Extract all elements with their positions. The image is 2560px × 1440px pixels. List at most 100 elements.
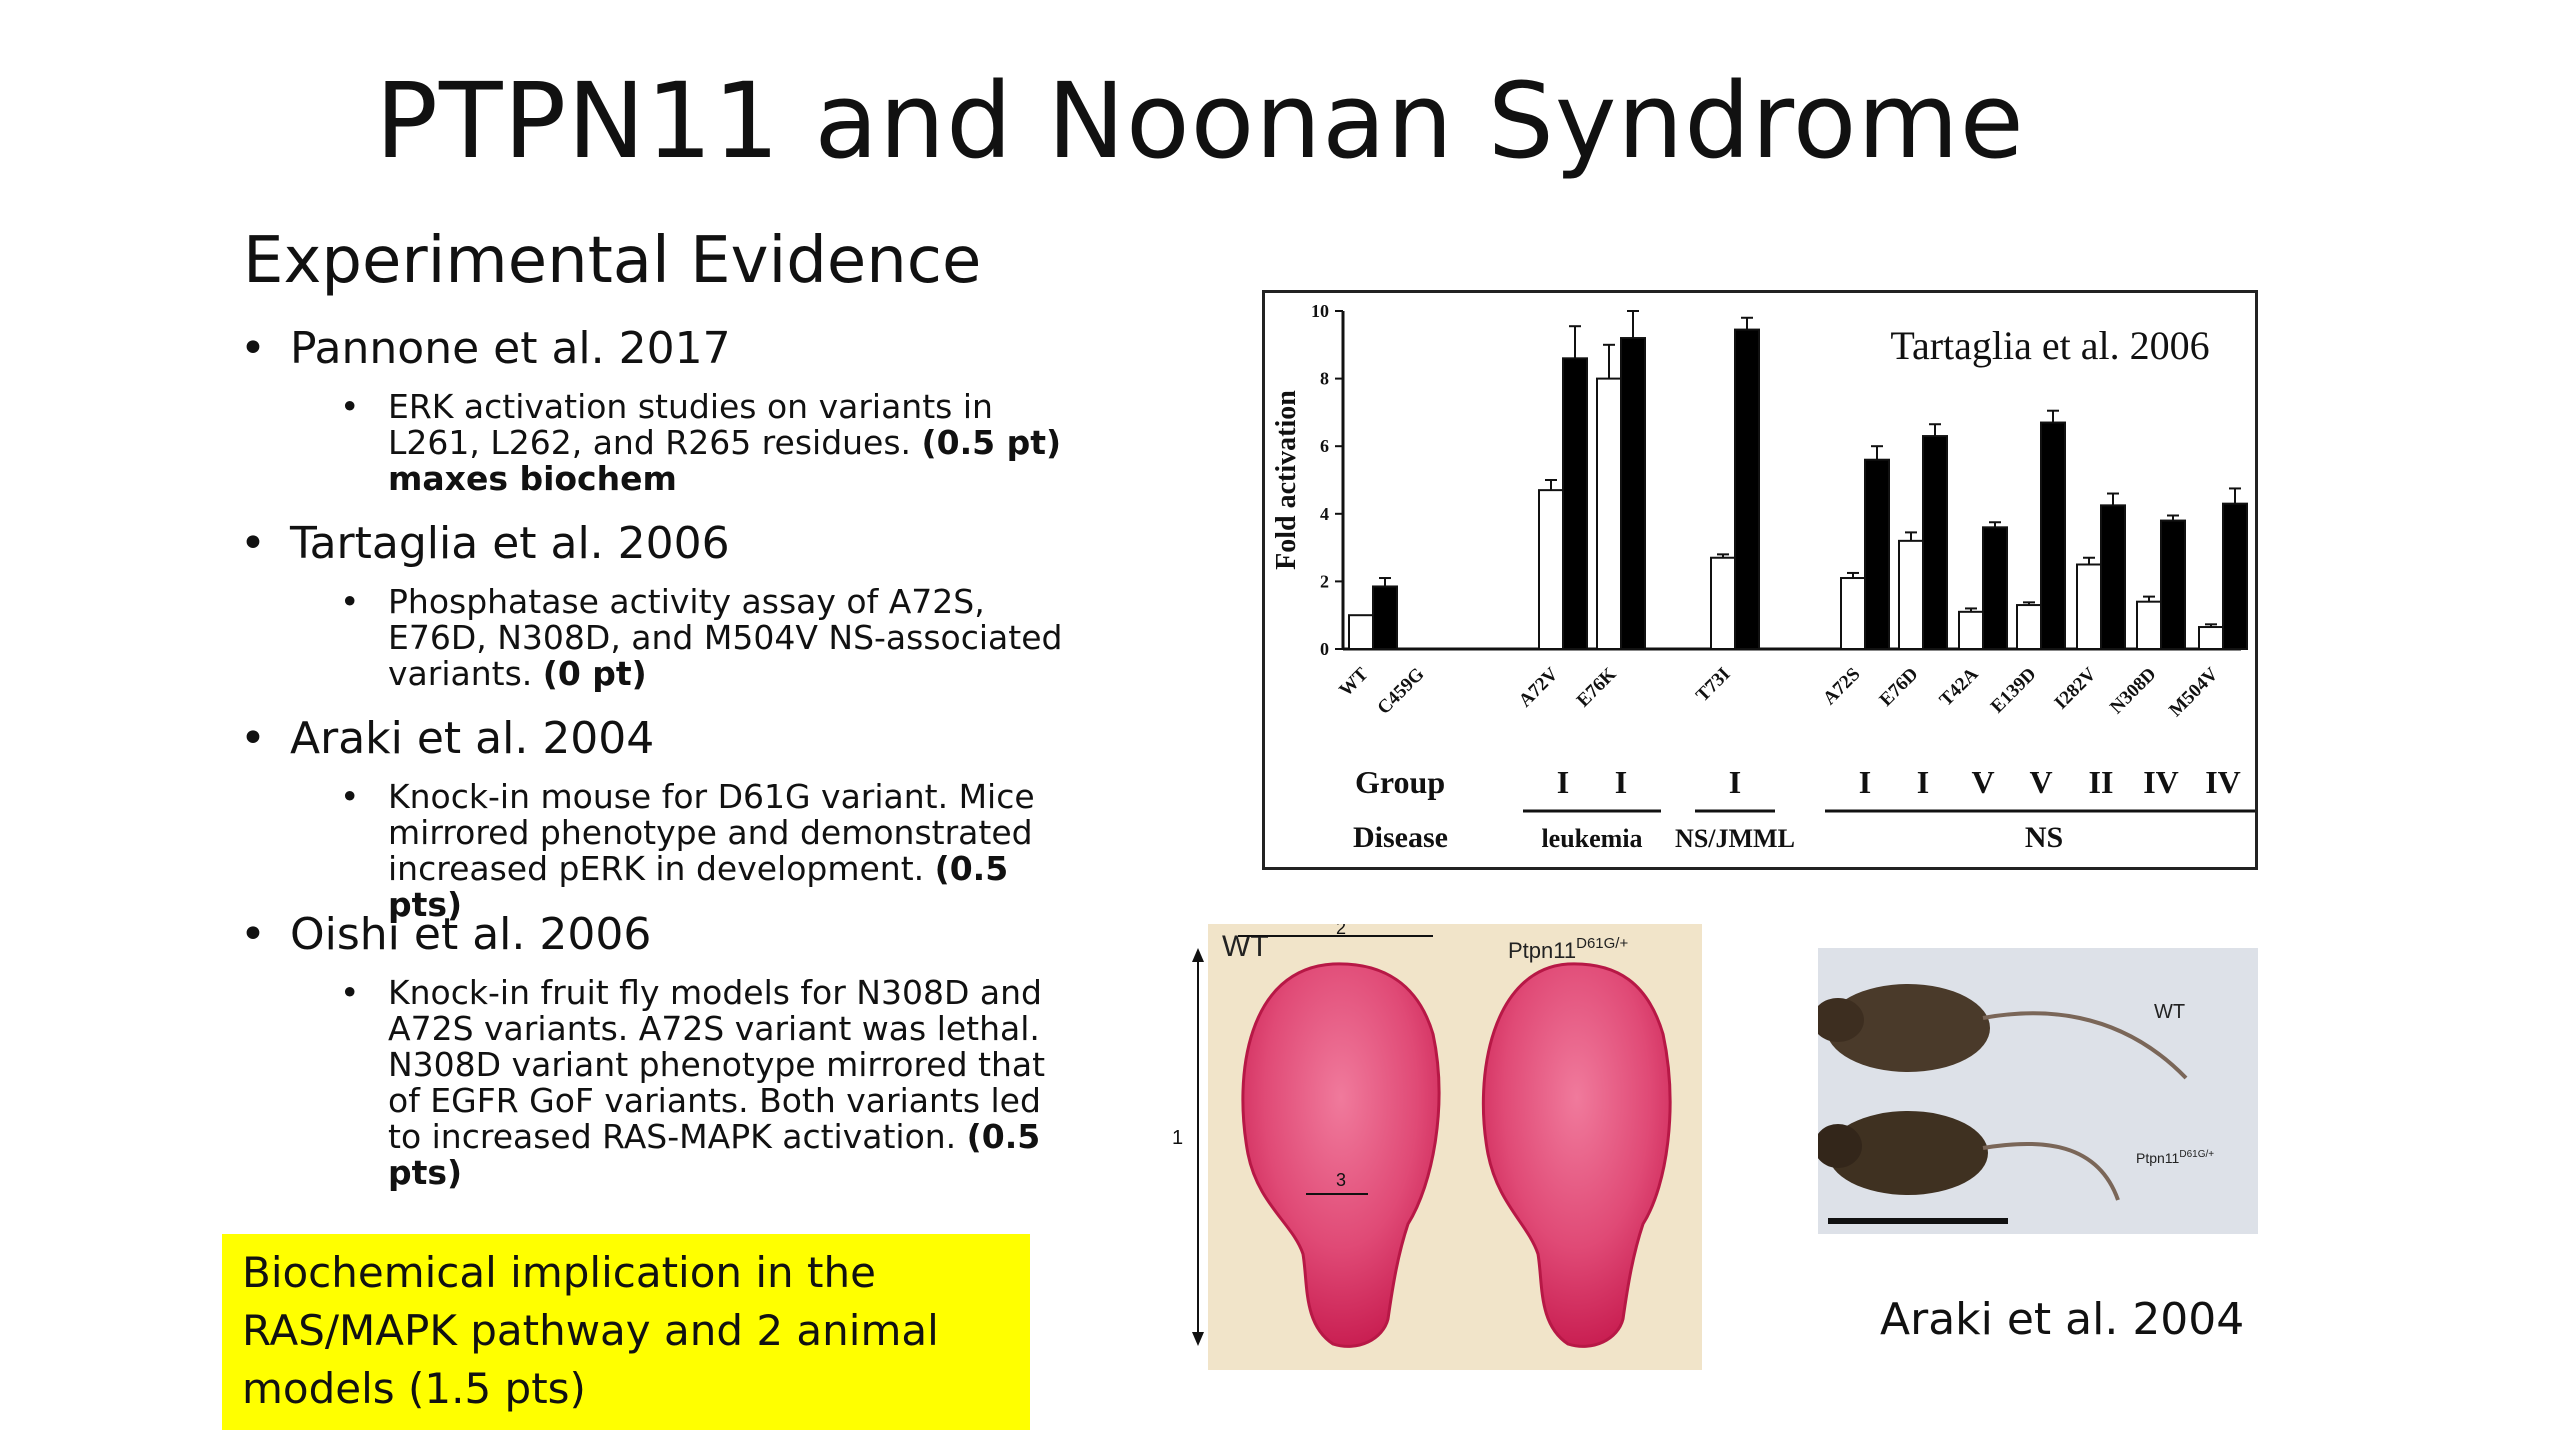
skull-photo-figure: WT Ptpn11D61G/+ 2 3 [1208, 918, 1702, 1370]
bar [1922, 435, 1948, 650]
disease-row-label: Disease [1353, 821, 1448, 854]
y-tick-label: 6 [1320, 436, 1329, 456]
bar [1348, 614, 1374, 651]
group-label: II [2089, 764, 2114, 800]
bullet-icon: • [240, 909, 266, 960]
bar [1372, 585, 1398, 650]
category-label: N308D [2106, 664, 2160, 718]
summary-callout: Biochemical implication in the RAS/MAPK … [222, 1234, 1030, 1430]
skull-dimension-2-label: 2 [1336, 924, 1346, 938]
category-label: E76K [1573, 664, 1621, 712]
mouse-wt-label: WT [2154, 1001, 2185, 1023]
bar [2076, 563, 2102, 650]
mutant-skull-shape [1481, 962, 1672, 1348]
skull-wt-label: WT [1222, 930, 1269, 963]
slide-title: PTPN11 and Noonan Syndrome [375, 60, 2025, 182]
bar [1898, 539, 1924, 650]
score-text: (0.5 pts) [388, 849, 1009, 924]
bar [2016, 604, 2042, 650]
score-text: (0.5 pts) [388, 1117, 1041, 1192]
mutant-mouse-body [1828, 1111, 1988, 1195]
group-label: I [1859, 764, 1871, 800]
bar [2222, 502, 2248, 650]
group-label: I [1729, 764, 1741, 800]
bar [1620, 337, 1646, 650]
bullet-icon: • [240, 323, 266, 374]
bar [2198, 626, 2224, 650]
detail-text: Knock-in mouse for D61G variant. Mice mi… [388, 777, 1035, 888]
group-label: I [1615, 764, 1627, 800]
y-tick-label: 10 [1311, 301, 1329, 321]
group-label: I [1557, 764, 1569, 800]
category-label: A72V [1515, 663, 1563, 711]
bullet-icon: • [340, 582, 360, 621]
section-heading: Experimental Evidence [243, 224, 982, 298]
group-label: V [1971, 764, 1994, 800]
detail-text: ERK activation studies on variants in L2… [388, 387, 993, 462]
skull-photo: WT Ptpn11D61G/+ 2 3 [1208, 918, 1702, 1370]
category-label: WT [1335, 663, 1372, 700]
group-label: IV [2205, 764, 2241, 800]
category-label: C459G [1373, 664, 1428, 719]
detail-text: Knock-in fruit fly models for N308D and … [388, 973, 1046, 1156]
category-label: M504V [2165, 663, 2223, 721]
fold-activation-chart: 0 2 4 6 8 10 Fold activation WT C459G A72V I E76K I… [1262, 290, 2263, 870]
bar [1982, 526, 2008, 651]
skull-dimension-3-label: 3 [1336, 1170, 1346, 1190]
mouse-mutant-label: Ptpn11D61G/+ [2136, 1149, 2214, 1166]
bullet-icon: • [240, 713, 266, 764]
score-text: (0.5 pt) maxes biochem [388, 423, 1062, 498]
group-label: I [1917, 764, 1929, 800]
detail-text: Phosphatase activity assay of A72S, E76D… [388, 582, 1063, 693]
chart-reference-label: Tartaglia et al. 2006 [1890, 323, 2209, 368]
reference-name: Tartaglia et al. 2006 [290, 518, 730, 569]
chart-svg: 0 2 4 6 8 10 Fold activation WT C459G A72V I E76K I… [1271, 301, 2263, 854]
bar [2160, 519, 2186, 650]
y-tick-label: 0 [1320, 639, 1329, 659]
reference-name: Pannone et al. 2017 [290, 323, 731, 374]
category-label: A72S [1819, 664, 1864, 709]
skull-mutant-label: Ptpn11D61G/+ [1508, 935, 1628, 963]
callout-text: Biochemical implication in the RAS/MAPK … [242, 1248, 939, 1413]
bar [1562, 357, 1588, 650]
wt-skull-shape [1241, 962, 1441, 1348]
disease-label: leukemia [1541, 824, 1642, 853]
group-label: V [2029, 764, 2052, 800]
mouse-photo: WT Ptpn11D61G/+ [1812, 948, 2258, 1234]
bullet-icon: • [340, 387, 360, 426]
bar [1710, 556, 1736, 650]
category-label: E76D [1876, 664, 1923, 711]
score-text: (0 pt) [542, 654, 647, 693]
bar [1596, 377, 1622, 650]
mouse-photo-figure: WT Ptpn11D61G/+ [1812, 948, 2258, 1234]
y-axis-label: Fold activation [1271, 390, 1302, 570]
category-label: T73I [1692, 664, 1734, 706]
skull-dimension-1-label: 1 [1172, 1127, 1183, 1149]
group-row-label: Group [1355, 764, 1445, 800]
y-tick-label: 4 [1320, 504, 1329, 524]
scale-bar [1828, 1218, 2008, 1224]
bullet-icon: • [340, 973, 360, 1012]
bar [1840, 577, 1866, 650]
bar [1864, 458, 1890, 650]
category-label: E139D [1987, 664, 2041, 718]
bar [1734, 328, 1760, 651]
araki-caption: Araki et al. 2004 [1880, 1294, 2245, 1345]
bar [2040, 421, 2066, 650]
skull-dimension-1: 1 [1172, 948, 1204, 1346]
disease-label: NS [2025, 821, 2063, 854]
disease-label: NS/JMML [1675, 824, 1795, 853]
bar [1538, 489, 1564, 650]
bar [1958, 610, 1984, 651]
reference-name: Araki et al. 2004 [290, 713, 655, 764]
wt-mouse-body [1826, 984, 1990, 1072]
y-tick-label: 8 [1320, 369, 1329, 389]
bar [2136, 600, 2162, 650]
y-tick-label: 2 [1320, 571, 1329, 591]
bullet-icon: • [240, 518, 266, 569]
group-label: IV [2143, 764, 2179, 800]
bar [2100, 504, 2126, 650]
reference-name: Oishi et al. 2006 [290, 909, 652, 960]
bullet-icon: • [340, 777, 360, 816]
category-label: I282V [2051, 663, 2101, 713]
